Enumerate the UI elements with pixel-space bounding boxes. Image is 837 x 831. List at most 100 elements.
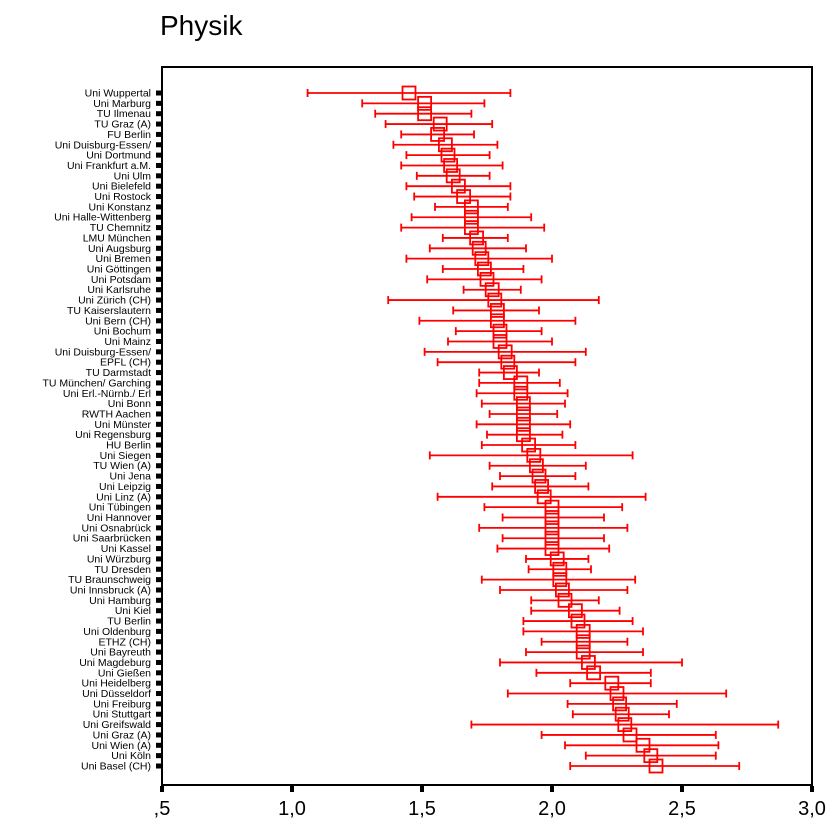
y-tick-mark	[156, 463, 162, 469]
y-tick-mark	[156, 411, 162, 417]
x-tick-label: 2,0	[538, 798, 566, 820]
y-tick-mark	[156, 535, 162, 541]
category-label: Uni Osnabrück	[82, 522, 152, 534]
plot-frame	[161, 66, 813, 786]
category-label: TU Graz (A)	[94, 119, 151, 131]
category-label: Uni Innsbruck (A)	[70, 584, 151, 596]
category-label: Uni Siegen	[100, 450, 152, 462]
mean-marker	[516, 416, 531, 432]
mean-marker	[526, 447, 542, 463]
mean-marker	[544, 510, 560, 525]
x-tick-label: 2,5	[668, 798, 696, 820]
mean-marker	[604, 675, 620, 691]
category-label: Uni Halle-Wittenberg	[54, 212, 151, 224]
mean-marker	[552, 572, 568, 588]
category-label: Uni Frankfurt a.M.	[67, 160, 151, 172]
category-label: Uni Linz (A)	[96, 491, 151, 503]
mean-marker	[549, 551, 565, 567]
category-label: Uni Ulm	[114, 170, 152, 182]
y-tick-mark	[156, 494, 162, 500]
category-label: Uni Göttingen	[87, 264, 151, 276]
mean-marker	[531, 468, 547, 484]
category-label: Uni Hannover	[87, 512, 152, 524]
category-label: Uni Bielefeld	[92, 181, 151, 193]
y-tick-mark	[156, 256, 162, 262]
mean-marker	[430, 127, 446, 142]
category-label: Uni Bremen	[96, 253, 152, 265]
category-label: Uni Wien (A)	[91, 740, 151, 752]
mean-marker	[534, 479, 549, 494]
category-label: Uni Magdeburg	[79, 657, 151, 669]
y-tick-mark	[156, 515, 162, 521]
y-tick-mark	[156, 194, 162, 200]
mean-marker	[586, 665, 601, 681]
x-tick-mark	[810, 786, 814, 792]
category-label: ETHZ (CH)	[99, 636, 152, 648]
y-tick-mark	[156, 691, 162, 697]
mean-marker	[536, 489, 552, 505]
category-label: Uni Graz (A)	[93, 729, 151, 741]
mean-marker	[544, 541, 560, 556]
y-tick-mark	[156, 152, 162, 158]
y-tick-mark	[156, 276, 162, 282]
category-label: TU München/ Garching	[42, 377, 151, 389]
y-tick-mark	[156, 711, 162, 717]
mean-marker	[474, 251, 490, 267]
y-tick-mark	[156, 90, 162, 96]
x-tick-mark	[160, 786, 164, 792]
category-label: Uni Hamburg	[89, 595, 151, 607]
category-label: Uni Bayreuth	[90, 647, 151, 659]
y-tick-mark	[156, 121, 162, 127]
mean-marker	[463, 199, 479, 215]
x-axis: ,5 1,0 1,5 2,0 2,5 3,0	[154, 786, 826, 820]
mean-marker	[401, 85, 417, 101]
category-label: LMU München	[83, 232, 151, 244]
y-tick-mark	[156, 546, 162, 552]
mean-marker	[575, 634, 591, 650]
y-tick-mark	[156, 680, 162, 686]
mean-marker	[570, 613, 586, 629]
y-tick-mark	[156, 649, 162, 655]
mean-marker	[555, 582, 570, 598]
category-label: Uni Mainz	[104, 336, 151, 348]
category-label: TU Ilmenau	[97, 108, 151, 120]
mean-marker	[544, 499, 560, 515]
mean-marker	[456, 189, 472, 204]
category-label: Uni Zürich (CH)	[78, 295, 151, 307]
category-label: TU Dresden	[94, 564, 151, 576]
y-tick-mark	[156, 618, 162, 624]
y-tick-mark	[156, 142, 162, 148]
y-tick-mark	[156, 701, 162, 707]
mean-marker	[635, 737, 651, 753]
y-tick-mark	[156, 183, 162, 189]
y-tick-mark	[156, 111, 162, 117]
y-tick-mark	[156, 504, 162, 510]
category-label: Uni Rostock	[94, 191, 151, 203]
y-tick-mark	[156, 556, 162, 562]
y-tick-mark	[156, 204, 162, 210]
category-label: Uni Basel (CH)	[81, 761, 151, 773]
mean-marker	[445, 168, 461, 184]
y-tick-mark	[156, 763, 162, 769]
mean-marker	[513, 385, 529, 401]
y-tick-mark	[156, 587, 162, 593]
mean-marker	[463, 209, 479, 225]
y-tick-mark	[156, 577, 162, 583]
y-tick-mark	[156, 359, 162, 365]
category-label: Uni Duisburg-Essen/	[55, 139, 151, 151]
y-tick-mark	[156, 742, 162, 748]
mean-marker	[568, 603, 583, 619]
category-label: Uni Regensburg	[75, 429, 151, 441]
x-tick-mark	[550, 786, 554, 792]
y-tick-mark	[156, 732, 162, 738]
y-tick-mark	[156, 670, 162, 676]
mean-marker	[516, 406, 531, 422]
category-label: Uni Kassel	[101, 543, 151, 555]
category-label: Uni Würzburg	[87, 553, 151, 565]
mean-marker	[471, 240, 487, 256]
mean-marker	[432, 116, 448, 132]
category-label: Uni Freiburg	[93, 698, 151, 710]
x-tick-mark	[680, 786, 684, 792]
y-tick-mark	[156, 370, 162, 376]
